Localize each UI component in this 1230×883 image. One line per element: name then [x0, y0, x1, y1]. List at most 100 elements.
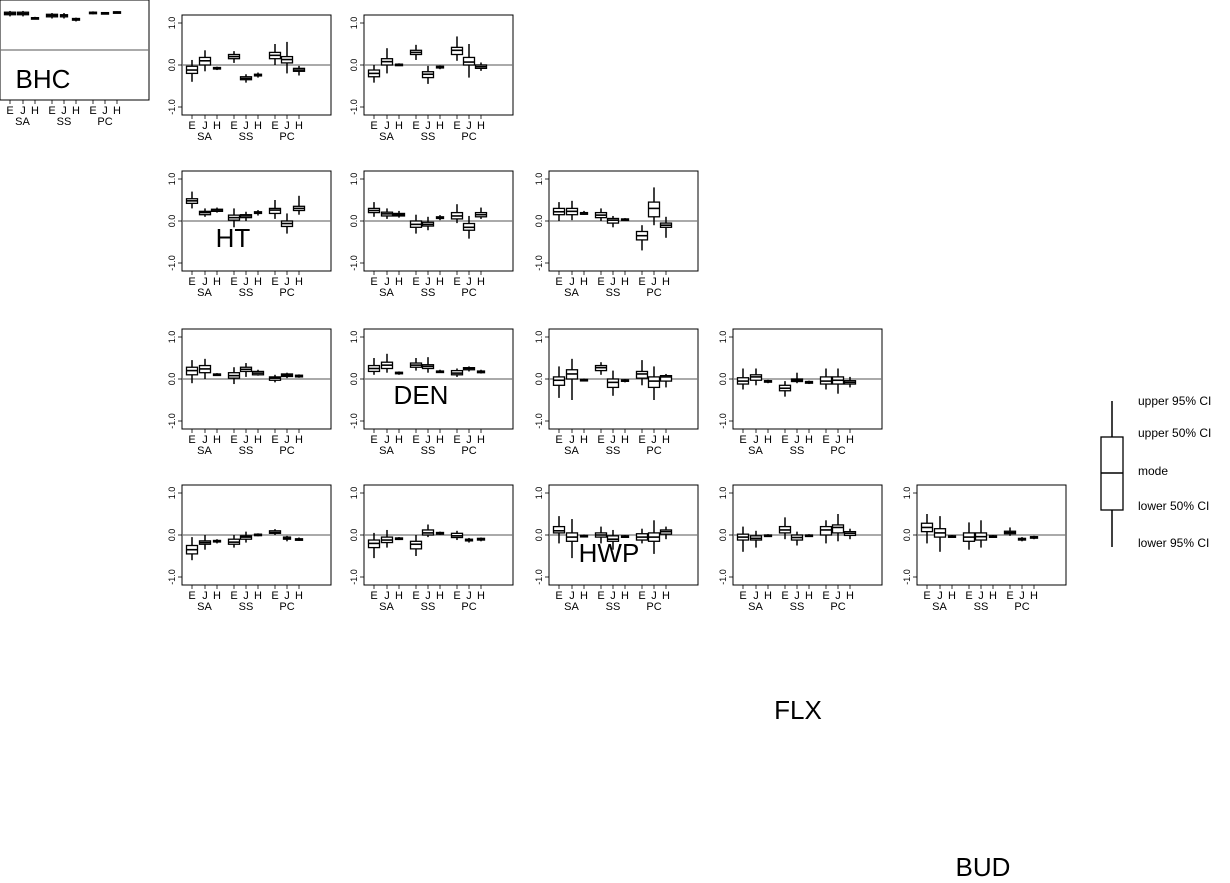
class-label: J: [384, 276, 390, 288]
class-label: E: [188, 120, 195, 132]
box-sa-e: [367, 202, 381, 217]
box-sa-e: [920, 514, 934, 544]
box-pc-e: [819, 368, 833, 390]
group-label: PC: [1014, 601, 1029, 613]
class-label: H: [580, 434, 588, 446]
class-label: H: [254, 120, 262, 132]
class-label: E: [453, 434, 460, 446]
class-label: J: [569, 434, 575, 446]
y-tick-label: -1.0: [718, 569, 728, 585]
box-pc-e: [268, 200, 282, 219]
class-label: J: [384, 120, 390, 132]
class-label: J: [102, 105, 108, 117]
class-label: E: [638, 434, 645, 446]
box-ss-e: [594, 208, 608, 221]
class-label: H: [764, 590, 772, 602]
y-tick-label: 1.0: [167, 331, 177, 344]
class-label: H: [662, 276, 670, 288]
box-sa-h: [763, 379, 773, 384]
box-pc-e: [635, 528, 649, 544]
class-label: H: [436, 590, 444, 602]
y-tick-label: 1.0: [349, 17, 359, 30]
y-tick-label: 1.0: [349, 331, 359, 344]
y-tick-label: 0.0: [534, 373, 544, 386]
box-sa-e: [367, 532, 381, 559]
class-label: H: [621, 434, 629, 446]
group-label: SA: [748, 601, 763, 613]
box-ss-h: [620, 379, 630, 383]
box-pc-e: [450, 36, 464, 61]
box-50ci: [606, 378, 620, 389]
class-label: J: [202, 590, 208, 602]
class-label: H: [213, 590, 221, 602]
class-label: H: [395, 276, 403, 288]
class-label: H: [477, 434, 485, 446]
class-label: H: [805, 590, 813, 602]
panel-bhc-hwp: 1.00.0-1.0E J H E J H E J HSA SS PC: [167, 328, 332, 457]
box-pc-j: [100, 11, 110, 15]
box-pc-j: [647, 187, 661, 226]
box-ss-j: [606, 215, 620, 228]
class-label: E: [739, 590, 746, 602]
y-tick-label: 0.0: [718, 373, 728, 386]
class-label: E: [370, 276, 377, 288]
box-pc-h: [294, 374, 304, 378]
class-label: H: [213, 120, 221, 132]
class-label: H: [31, 105, 39, 117]
class-label: E: [597, 590, 604, 602]
y-tick-label: 0.0: [902, 529, 912, 542]
class-label: E: [271, 590, 278, 602]
class-label: J: [466, 120, 472, 132]
box-ss-e: [594, 526, 608, 544]
box-sa-h: [579, 534, 589, 538]
box-50ci: [409, 540, 423, 550]
class-label: J: [569, 590, 575, 602]
trait-label-ht: HT: [216, 223, 251, 253]
class-label: E: [412, 590, 419, 602]
box-sa-h: [394, 537, 404, 541]
group-label: SS: [239, 601, 254, 613]
class-label: H: [395, 120, 403, 132]
group-label: PC: [279, 601, 294, 613]
class-label: E: [638, 276, 645, 288]
box-sa-h: [579, 210, 589, 215]
class-label: H: [254, 434, 262, 446]
class-label: H: [580, 590, 588, 602]
panel-bhc-den: 1.00.0-1.0E J H E J H E J HSA SS PC: [167, 170, 332, 299]
box-sa-e: [185, 191, 199, 209]
box-ss-e: [409, 44, 423, 60]
class-label: J: [753, 434, 759, 446]
class-label: J: [243, 276, 249, 288]
class-label: J: [425, 276, 431, 288]
box-ss-e: [778, 381, 792, 397]
class-label: J: [610, 276, 616, 288]
box-sa-h: [210, 207, 224, 213]
box-pc-e: [268, 374, 282, 383]
y-tick-label: 0.0: [349, 373, 359, 386]
group-label: PC: [646, 287, 661, 299]
class-label: H: [662, 590, 670, 602]
box-sa-j: [380, 353, 394, 373]
box-ss-j: [606, 370, 620, 396]
box-pc-h: [659, 373, 673, 388]
box-sa-e: [552, 516, 566, 544]
box-ss-h: [620, 535, 630, 538]
panel-den-den: 1.00.0-1.0E J H E J H E J HSA SS PC: [534, 170, 699, 299]
class-label: H: [621, 276, 629, 288]
class-label: H: [254, 590, 262, 602]
group-label: SA: [379, 131, 394, 143]
legend: upper 95% CI upper 50% CI mode lower 50% CI…: [1100, 394, 1211, 550]
box-sa-j: [749, 368, 763, 386]
y-tick-label: 1.0: [167, 17, 177, 30]
box-ss-j: [421, 216, 435, 231]
box-sa-j: [565, 200, 579, 221]
group-label: PC: [461, 601, 476, 613]
box-sa-e: [185, 360, 199, 384]
box-50ci: [635, 370, 649, 379]
box-sa-j: [565, 519, 579, 559]
box-pc-j: [282, 535, 292, 542]
box-pc-e: [88, 11, 98, 15]
class-label: H: [948, 590, 956, 602]
class-label: E: [555, 276, 562, 288]
box-pc-h: [1029, 535, 1039, 540]
